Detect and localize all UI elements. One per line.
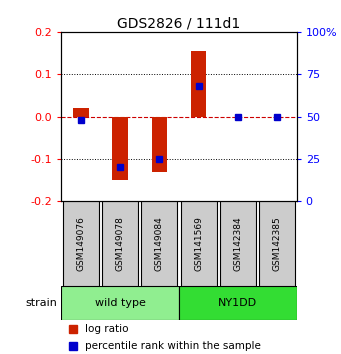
Title: GDS2826 / 111d1: GDS2826 / 111d1 — [117, 17, 241, 31]
Bar — [61, 286, 179, 320]
Bar — [63, 201, 99, 286]
Bar — [73, 108, 89, 116]
Text: GSM142385: GSM142385 — [272, 216, 282, 271]
Text: strain: strain — [26, 298, 57, 308]
Bar — [142, 201, 177, 286]
Bar — [102, 201, 138, 286]
Text: GSM149078: GSM149078 — [116, 216, 125, 271]
Text: GSM149076: GSM149076 — [76, 216, 86, 271]
Text: GSM141569: GSM141569 — [194, 216, 203, 271]
Text: percentile rank within the sample: percentile rank within the sample — [85, 341, 261, 350]
Bar — [179, 286, 297, 320]
Bar — [181, 201, 217, 286]
Bar — [191, 51, 206, 116]
Text: GSM149084: GSM149084 — [155, 216, 164, 271]
Text: log ratio: log ratio — [85, 324, 129, 333]
Text: GSM142384: GSM142384 — [233, 217, 242, 271]
Text: NY1DD: NY1DD — [218, 298, 257, 308]
Text: wild type: wild type — [95, 298, 146, 308]
Bar — [259, 201, 295, 286]
Bar — [220, 201, 256, 286]
Bar — [112, 116, 128, 180]
Bar — [151, 116, 167, 172]
